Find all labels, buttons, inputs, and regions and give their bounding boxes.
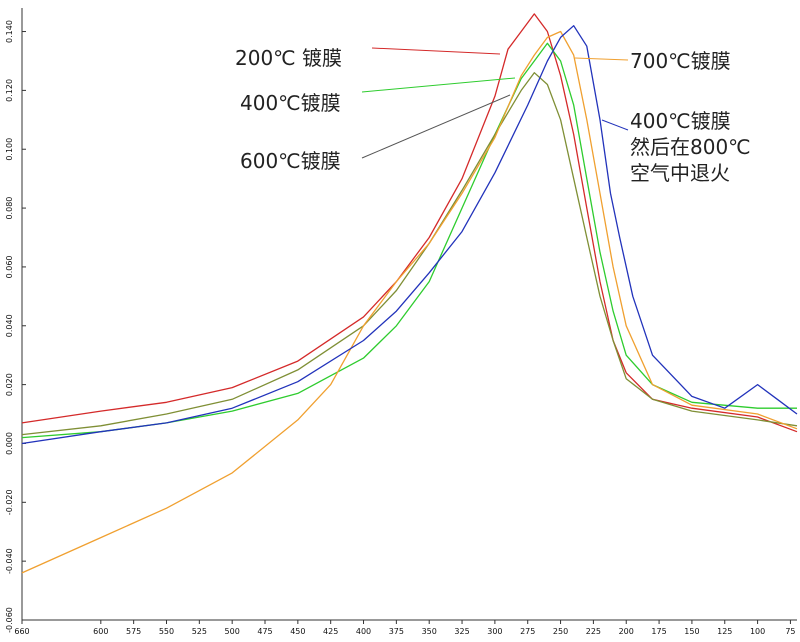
x-tick-label: 375 [389,627,404,636]
x-tick-label: 425 [323,627,338,636]
axes: 0.140 0.120 0.100 0.080 0.060 0.040 0.020 0.000… [5,8,797,636]
x-tick-label: 575 [126,627,141,636]
annotations: 200℃ 镀膜 400℃镀膜 600℃镀膜 700℃镀膜 400℃镀膜 然后在8… [235,46,751,185]
y-tick-label: 0.040 [5,314,14,337]
y-tick-label: 0.060 [5,255,14,278]
x-tick-label: 300 [487,627,502,636]
series-group [21,13,798,574]
x-tick-label: 175 [651,627,666,636]
y-tick-label: 0.080 [5,197,14,220]
leader-line-600 [361,94,511,159]
y-tick-label: 0.000 [5,432,14,455]
x-tick-label: 475 [257,627,272,636]
x-tick-label: 400 [356,627,371,636]
label-400c-coating: 400℃镀膜 [240,91,341,115]
y-tick-label: -0.060 [5,607,14,633]
series-line-2 [21,42,797,439]
x-tick-label: 225 [586,627,601,636]
leader-line-700 [574,57,629,61]
x-tick-label: 125 [717,627,732,636]
label-600c-coating: 600℃镀膜 [240,149,341,173]
label-200c-coating: 200℃ 镀膜 [235,46,342,70]
x-tick-label: 500 [225,627,240,636]
series-line-3 [21,72,798,436]
y-tick-label: 0.100 [5,138,14,161]
x-tick-label: 325 [454,627,469,636]
x-tick-label: 660 [14,627,29,636]
y-tick-label: 0.120 [5,79,14,102]
x-tick-label: 600 [93,627,108,636]
x-tick-label: 75 [785,627,795,636]
x-tick-label: 450 [290,627,305,636]
leader-line-200 [371,47,501,55]
series-line-1 [21,13,798,433]
y-tick-label: 0.020 [5,373,14,396]
x-tick-label: 350 [422,627,437,636]
x-tick-label: 550 [159,627,174,636]
y-tick-label: 0.140 [5,20,14,43]
label-anneal-line1: 400℃镀膜 [630,109,731,133]
leader-line-400 [361,77,516,93]
leader-line-anneal [601,119,629,131]
label-700c-coating: 700℃镀膜 [630,49,731,73]
label-anneal-line2: 然后在800℃ [630,135,751,159]
label-anneal-line3: 空气中退火 [630,161,730,185]
y-tick-label: -0.040 [5,548,14,574]
series-line-4 [21,30,798,574]
x-tick-label: 100 [750,627,765,636]
x-tick-label: 200 [619,627,634,636]
series-line-5 [21,25,798,445]
x-tick-label: 275 [520,627,535,636]
x-tick-label: 150 [684,627,699,636]
x-tick-label: 250 [553,627,568,636]
x-tick-label: 525 [192,627,207,636]
y-tick-label: -0.020 [5,489,14,515]
